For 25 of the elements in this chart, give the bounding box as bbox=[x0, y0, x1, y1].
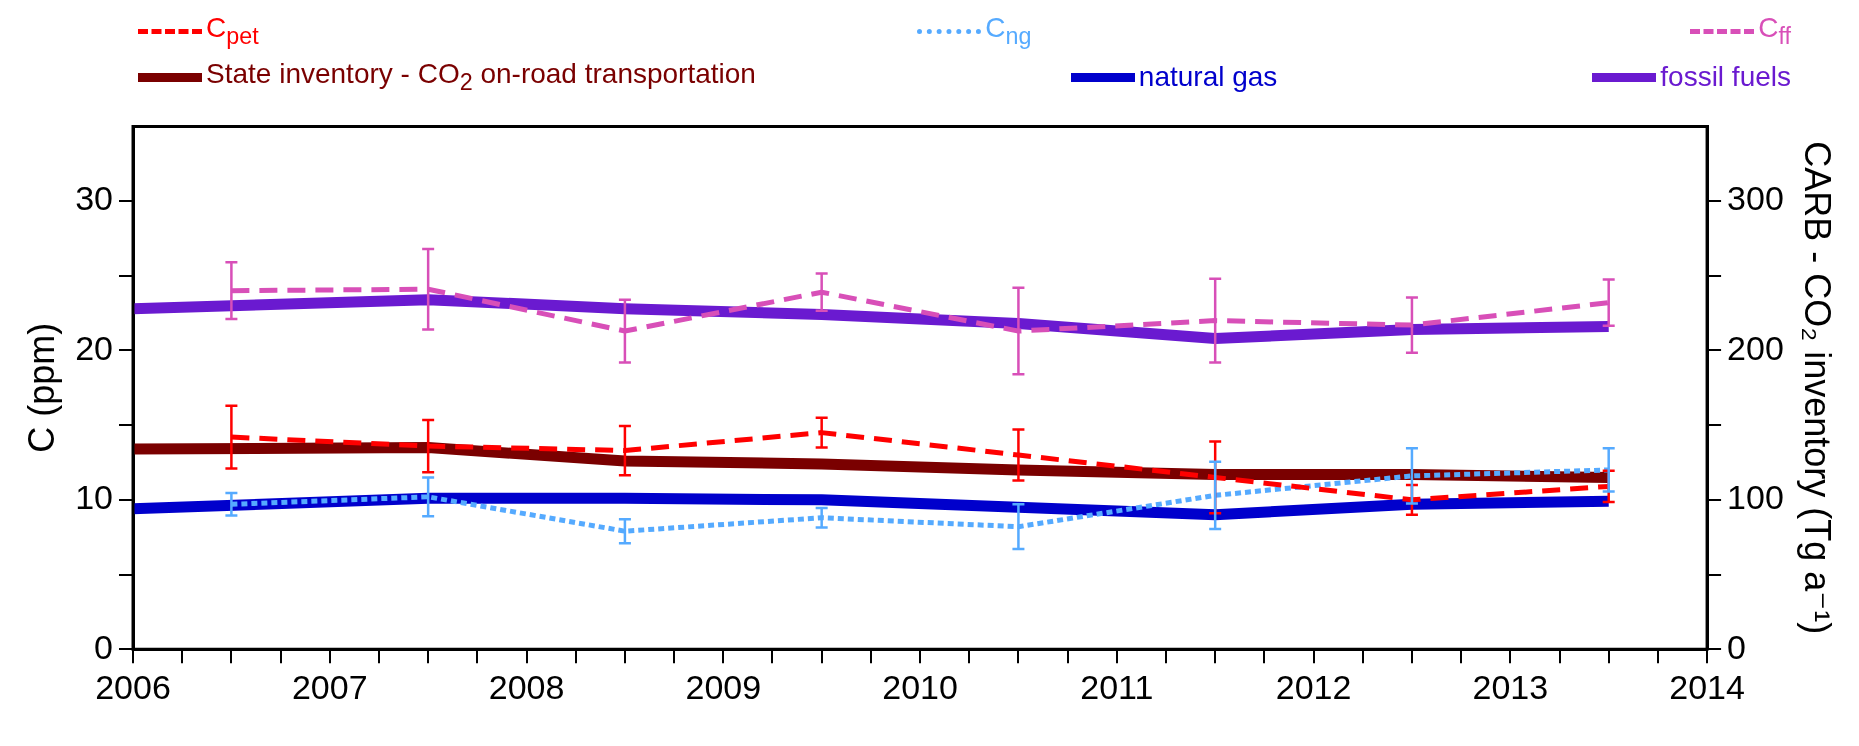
x-tick-label: 2006 bbox=[95, 667, 171, 706]
legend-label: State inventory - CO$_{2}$ on-road transportation bbox=[206, 58, 756, 96]
legend-label: C$_{ff}$ bbox=[1758, 12, 1791, 50]
y2-tick-label: 100 bbox=[1727, 478, 1784, 517]
legend-label: C$_{ng}$ bbox=[985, 12, 1032, 50]
x-tick-label: 2008 bbox=[488, 667, 565, 706]
x-tick-label: 2007 bbox=[291, 667, 368, 706]
y-tick-label: 20 bbox=[75, 328, 114, 367]
y-tick-label: 30 bbox=[75, 179, 114, 218]
legend-label: natural gas bbox=[1138, 61, 1278, 93]
legend-label: fossil fuels bbox=[1660, 61, 1791, 93]
y2-tick-label: 0 bbox=[1727, 627, 1746, 666]
x-tick-label: 2010 bbox=[882, 667, 958, 706]
y2-tick-label: 300 bbox=[1727, 179, 1784, 218]
y-tick-label: 0 bbox=[94, 627, 114, 666]
x-tick-label: 2012 bbox=[1275, 667, 1352, 706]
y2-axis-title: CARB - CO₂ inventory (Tg a⁻¹) bbox=[1797, 141, 1839, 635]
x-tick-label: 2014 bbox=[1669, 667, 1745, 706]
x-tick-label: 2011 bbox=[1080, 667, 1154, 706]
x-tick-label: 2009 bbox=[685, 667, 762, 706]
x-tick-label: 2013 bbox=[1472, 667, 1549, 706]
y-axis-title: C (ppm) bbox=[20, 322, 62, 453]
legend-label: C$_{pet}$ bbox=[206, 12, 259, 50]
y-tick-label: 10 bbox=[75, 478, 114, 517]
y2-tick-label: 200 bbox=[1727, 328, 1784, 367]
